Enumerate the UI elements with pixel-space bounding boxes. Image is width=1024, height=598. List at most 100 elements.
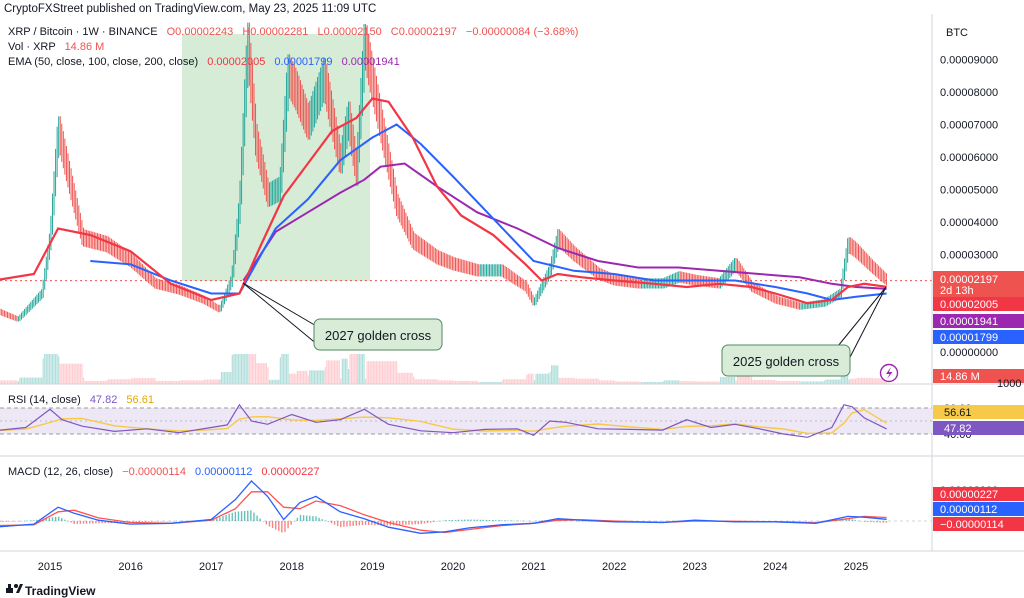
volume-bar [364, 378, 367, 384]
volume-bar [397, 372, 399, 384]
volume-bar [650, 382, 652, 384]
volume-bar [778, 380, 781, 384]
volume-bar [602, 380, 604, 384]
time-tick-label: 2020 [441, 561, 465, 573]
macd-hist-bar [268, 521, 271, 527]
volume-bar [68, 363, 71, 384]
macd-hist-bar [798, 521, 801, 522]
macd-hist-bar [157, 521, 159, 522]
volume-bar [154, 378, 156, 384]
ema100-price-tag-label: 0.00001799 [940, 332, 998, 344]
macd-hist-bar [848, 518, 850, 521]
volume-bar [588, 378, 590, 384]
volume-bar [504, 379, 506, 384]
price-tick-label: 0.00007000 [940, 120, 998, 132]
volume-bar [73, 363, 75, 384]
volume-bar [209, 379, 212, 384]
macd-hist-bar [296, 517, 299, 521]
volume-bar [560, 377, 562, 384]
volume-bar [733, 377, 736, 384]
volume-bar [543, 373, 545, 384]
volume-bar [299, 370, 302, 384]
volume-bar [819, 381, 821, 384]
lightning-icon[interactable] [879, 363, 899, 383]
macd-pane[interactable] [0, 480, 932, 534]
volume-bar [591, 378, 593, 384]
macd-hist-bar [293, 521, 295, 522]
macd-hist-bar [786, 521, 788, 522]
macd-tag [933, 517, 1024, 531]
price-tick-label: 0.00003000 [940, 250, 998, 262]
volume-bar [631, 381, 633, 384]
macd-hist-bar [79, 521, 82, 524]
time-tick-label: 2023 [683, 561, 707, 573]
macd-hist-bar [132, 521, 134, 523]
volume-bar [200, 380, 202, 384]
time-axis[interactable]: 2015 2016 2017 2018 2019 2020 2021 2022 2023 2024… [38, 561, 868, 573]
volume-bar [498, 382, 500, 384]
annotation-2017-cross[interactable]: 2027 golden cross [242, 282, 443, 351]
time-tick-label: 2019 [360, 561, 384, 573]
volume-bar [795, 380, 798, 384]
volume-bar [482, 382, 484, 384]
volume-bar [313, 370, 316, 384]
rsi-legend[interactable]: RSI (14, close) 47.82 56.61 [8, 394, 154, 406]
macd-hist-bar [867, 521, 869, 522]
macd-hist-bar [290, 521, 292, 525]
tradingview-logo[interactable]: TradingView [6, 584, 96, 598]
volume-bar [685, 381, 688, 384]
volume-bar [422, 379, 424, 384]
volume-bar [295, 373, 297, 384]
macd-hist-bar [405, 521, 407, 525]
ema100-price-tag [933, 330, 1024, 344]
price-pane[interactable] [0, 22, 932, 384]
volume-bar [612, 380, 615, 384]
volume-bar [223, 372, 226, 384]
countdown-label: 2d 13h [940, 285, 974, 297]
volume-bar [837, 379, 839, 384]
volume-bar [158, 380, 161, 384]
volume-bar [761, 379, 763, 384]
volume-bar [881, 378, 883, 384]
ema50-price-tag-label: 0.00002005 [940, 299, 998, 311]
volume-bar [287, 354, 289, 384]
volume-bar [254, 354, 257, 384]
macd-legend[interactable]: MACD (12, 26, close) −0.00000114 0.00000… [8, 466, 320, 478]
volume-bar [268, 379, 271, 384]
volume-bar [642, 382, 644, 384]
macd-hist-bar [516, 520, 519, 522]
macd-hist-bar [795, 521, 798, 522]
volume-bar [10, 380, 12, 384]
volume-bar [705, 381, 708, 384]
volume-bar [141, 378, 143, 384]
volume-bar [428, 379, 430, 384]
ema200-line [242, 162, 887, 290]
volume-bar [107, 379, 109, 384]
macd-hist-bar [780, 521, 782, 522]
volume-bar [659, 382, 661, 384]
volume-bar [244, 354, 246, 384]
volume-bar [662, 381, 664, 384]
volume-bar [513, 379, 515, 384]
macd-hist-bar [222, 516, 224, 521]
volume-bar [92, 380, 94, 384]
macd-hist-bar [510, 520, 512, 521]
volume-bar [826, 379, 829, 384]
symbol-legend[interactable]: XRP / Bitcoin · 1W · BINANCE O0.00002243… [8, 26, 578, 68]
volume-bar [61, 363, 63, 384]
volume-bar [791, 380, 793, 384]
volume-bar [736, 376, 739, 384]
annotation-2025-cross[interactable]: 2025 golden cross [721, 286, 887, 377]
volume-bar [575, 378, 577, 384]
macd-hist-bar [488, 519, 491, 521]
volume-bar [568, 377, 570, 384]
macd-hist-bar [572, 520, 574, 522]
rsi-pane[interactable] [0, 403, 932, 438]
price-axis[interactable]: BTC 0.00009000 0.00008000 0.00007000 0.0000… [933, 27, 1024, 531]
volume-bar [259, 363, 261, 384]
macd-hist-bar [85, 521, 88, 524]
volume-bar [360, 354, 362, 384]
macd-hist-bar [175, 520, 178, 522]
volume-bar [258, 363, 260, 384]
macd-hist-bar [882, 521, 884, 523]
